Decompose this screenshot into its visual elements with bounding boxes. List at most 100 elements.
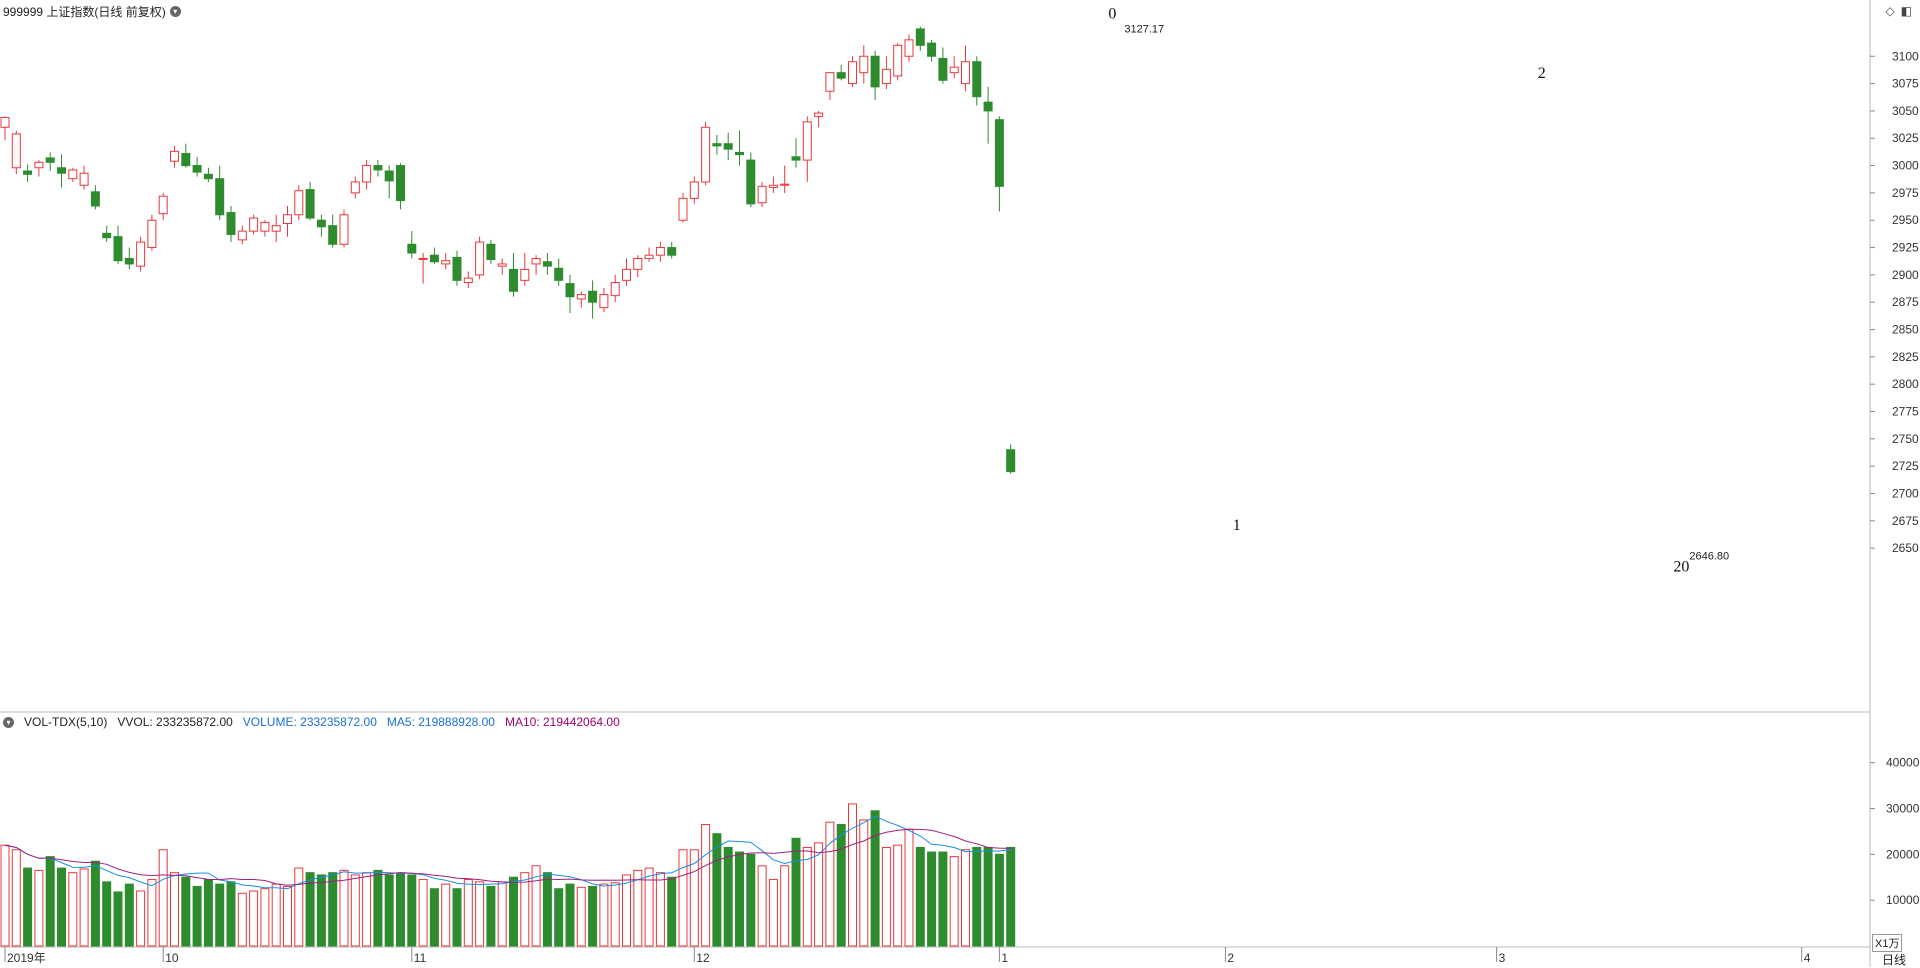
candle-body xyxy=(124,257,134,265)
volume-bar xyxy=(362,872,372,947)
volume-bar xyxy=(746,853,756,947)
volume-bar xyxy=(848,803,857,947)
candle-body xyxy=(757,185,767,204)
chevron-down-icon[interactable]: ▾ xyxy=(3,716,14,728)
candle-body xyxy=(859,55,869,74)
volume-bar xyxy=(441,883,451,947)
candle-body xyxy=(147,219,157,249)
volume-bar xyxy=(170,872,179,947)
candle-body xyxy=(396,165,405,202)
volume-bar xyxy=(373,869,383,947)
vol-indicator-name[interactable]: VOL-TDX(5,10) xyxy=(24,715,108,729)
candle-body xyxy=(825,72,835,92)
xaxis-label: 4 xyxy=(1804,951,1811,965)
volume-bar xyxy=(814,842,824,947)
price-tick-label: 2650 xyxy=(1892,541,1919,555)
volume-bar xyxy=(644,867,654,947)
volume-bar xyxy=(203,879,213,947)
volume-bar xyxy=(463,879,473,947)
candle-body xyxy=(181,153,191,167)
candle-body xyxy=(768,184,778,188)
candle-body xyxy=(260,221,270,232)
volume-bar xyxy=(712,833,722,947)
volume-bar xyxy=(384,874,394,947)
candle-body xyxy=(723,143,733,150)
candle-body xyxy=(735,151,744,156)
volume-bar xyxy=(531,865,541,947)
volume-bar xyxy=(881,846,891,947)
candle-body xyxy=(452,256,462,281)
panel-toggle-icon[interactable]: ◧ xyxy=(1900,4,1912,18)
volume-bar xyxy=(249,890,259,947)
xaxis-label: 10 xyxy=(165,951,179,965)
candle-body xyxy=(622,268,631,281)
volume-bar xyxy=(588,885,598,947)
vvol-value: VVOL: 233235872.00 xyxy=(117,715,233,729)
price-tick-label: 2675 xyxy=(1892,514,1919,528)
volume-tick-label: 40000 xyxy=(1886,756,1920,770)
volume-bar xyxy=(949,856,959,947)
volume-bar xyxy=(79,868,89,947)
candle-body xyxy=(102,232,112,239)
candle-body xyxy=(802,121,812,161)
candle-body xyxy=(192,165,202,173)
volume-bar xyxy=(215,883,225,947)
volume-bar xyxy=(57,867,66,947)
volume-bar xyxy=(678,849,688,947)
candle-body xyxy=(667,247,677,256)
price-tick-label: 3050 xyxy=(1892,104,1919,118)
volume-bar xyxy=(633,869,643,947)
price-tick-label: 3100 xyxy=(1892,49,1919,63)
volume-bar xyxy=(68,872,78,947)
candle-body xyxy=(599,294,609,309)
price-tick-label: 2975 xyxy=(1892,186,1919,200)
candle-body xyxy=(226,212,236,235)
candle-body xyxy=(701,126,711,183)
volume-bar xyxy=(610,882,620,947)
candle-body xyxy=(949,66,959,74)
volume-bar xyxy=(328,872,338,947)
volume-bar xyxy=(701,824,711,947)
volume-bar xyxy=(961,849,970,947)
candle-body xyxy=(79,172,89,186)
price-tick-label: 2900 xyxy=(1892,268,1919,282)
candle-body xyxy=(644,254,654,259)
wave-label: 20 xyxy=(1673,559,1689,576)
candle-body xyxy=(972,61,982,98)
chevron-down-icon[interactable]: ▾ xyxy=(169,6,181,17)
candle-body xyxy=(136,241,146,267)
volume-bar xyxy=(870,810,880,947)
volume-bar xyxy=(983,846,993,947)
candle-body xyxy=(158,195,168,215)
candle-body xyxy=(441,260,451,265)
price-tick-label: 3075 xyxy=(1892,77,1919,91)
candle-body xyxy=(328,225,338,245)
wave-label: 1 xyxy=(1233,517,1241,534)
volume-bar xyxy=(407,874,417,947)
volume-bar xyxy=(497,881,507,947)
diamond-icon[interactable]: ◇ xyxy=(1885,4,1895,18)
volume-bar xyxy=(429,888,439,947)
candle-body xyxy=(1006,449,1016,473)
candle-body xyxy=(0,116,10,128)
candle-body xyxy=(350,181,360,194)
candle-body xyxy=(915,28,925,46)
price-tick-label: 2850 xyxy=(1892,323,1919,337)
candle-body xyxy=(791,156,801,161)
xaxis-label: 1 xyxy=(1001,951,1008,965)
candle-body xyxy=(418,257,428,260)
volume-bar xyxy=(181,876,191,947)
candle-body xyxy=(904,39,914,57)
candle-body xyxy=(384,170,394,182)
price-tick-label: 3025 xyxy=(1892,131,1919,145)
volume-bar xyxy=(938,851,948,947)
symbol-title[interactable]: 999999 上证指数(日线 前复权) xyxy=(3,5,166,19)
candle-body xyxy=(407,243,417,254)
volume-bar xyxy=(994,853,1004,947)
volume-tick-label: 30000 xyxy=(1886,802,1920,816)
candle-body xyxy=(249,217,259,232)
price-tick-label: 2875 xyxy=(1892,295,1919,309)
candle-body xyxy=(11,133,21,169)
volume-unit: X1万 xyxy=(1872,934,1903,952)
